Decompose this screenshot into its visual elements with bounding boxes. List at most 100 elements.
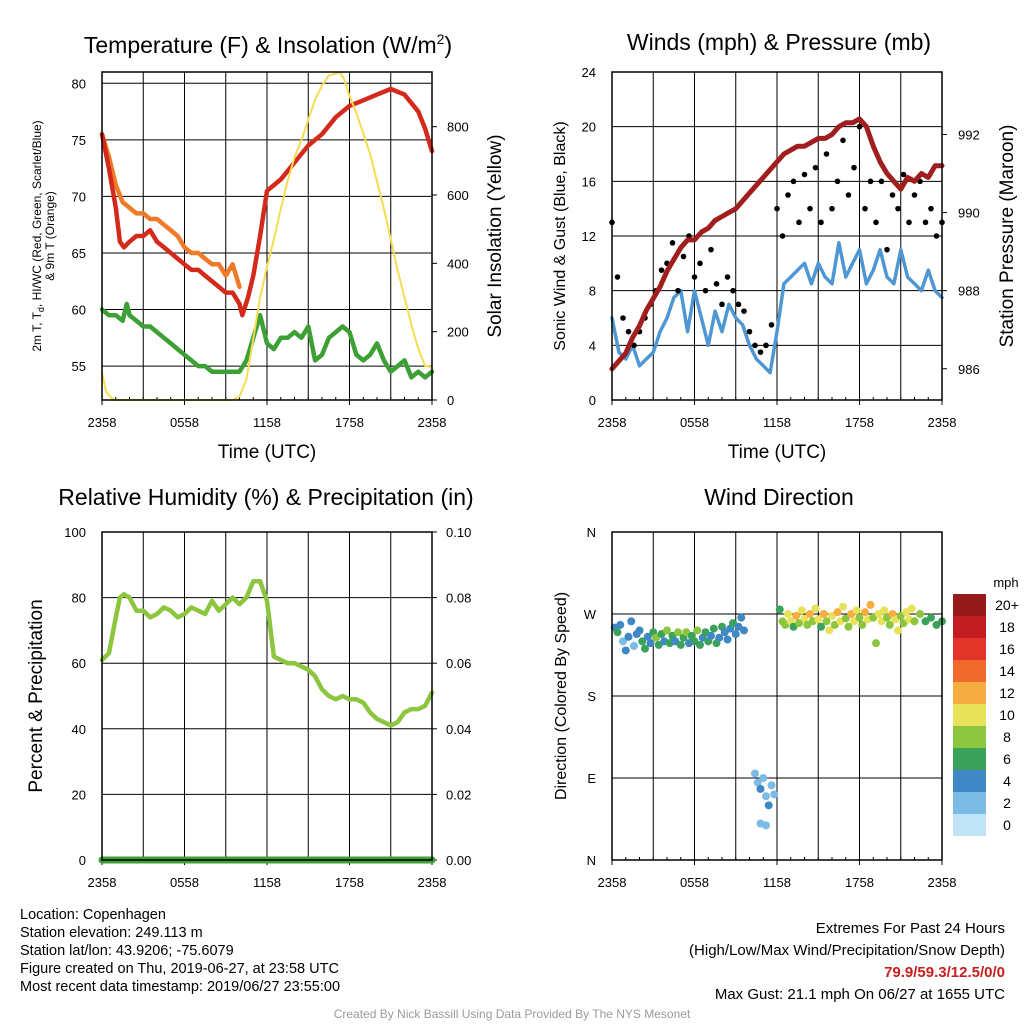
colorbar-label: 8 xyxy=(1003,729,1011,745)
direction-point xyxy=(927,613,935,622)
direction-point xyxy=(767,781,776,790)
y-axis-label: Percent & Precipitation xyxy=(26,599,47,792)
x-tick-label: 1158 xyxy=(253,875,281,890)
gust-point xyxy=(757,349,764,355)
plot-border xyxy=(611,71,943,401)
direction-point xyxy=(635,626,644,635)
credit-text: Created By Nick Bassill Using Data Provi… xyxy=(333,1007,691,1021)
gust-point xyxy=(614,274,621,280)
direction-point xyxy=(792,611,801,620)
direction-point xyxy=(723,635,732,644)
direction-point xyxy=(613,628,622,637)
y-tick-label: 4 xyxy=(589,338,596,353)
x-tick-label: 1758 xyxy=(335,415,364,430)
gust-point xyxy=(812,164,819,171)
y-tick-label: S xyxy=(587,689,596,704)
gust-point xyxy=(829,205,835,212)
gust-point xyxy=(669,240,676,246)
gust-point xyxy=(741,308,747,314)
series-line xyxy=(99,578,435,728)
colorbar-swatch xyxy=(953,594,986,616)
y2-tick-label: 992 xyxy=(958,127,980,142)
gust-point xyxy=(807,205,813,212)
direction-point xyxy=(731,630,740,639)
direction-point xyxy=(751,769,759,778)
direction-point xyxy=(806,610,814,618)
direction-point xyxy=(762,792,770,801)
direction-point xyxy=(740,626,748,635)
colorbar-swatch xyxy=(953,682,986,704)
direction-point xyxy=(800,614,809,623)
y-tick-label: 20 xyxy=(72,787,86,802)
x-tick-label: 1758 xyxy=(845,875,874,890)
y-tick-label: 16 xyxy=(582,174,596,189)
direction-point xyxy=(624,632,633,641)
humidity-precipitation-chart: 2358 0558 1158 1758 23580204060801000.000.02… xyxy=(26,484,474,890)
chart-title: Temperature (F) & Insolation (W/m2) xyxy=(84,31,452,58)
y-tick-label: W xyxy=(584,607,597,622)
y-tick-label: 20 xyxy=(582,120,596,135)
y2-tick-label: 400 xyxy=(447,256,469,271)
x-tick-label: 1158 xyxy=(253,415,281,430)
direction-point xyxy=(855,613,864,622)
colorbar-label: 2 xyxy=(1003,795,1011,811)
gust-point xyxy=(625,328,632,335)
direction-point xyxy=(696,640,704,649)
chart-title: Relative Humidity (%) & Precipitation (i… xyxy=(58,484,473,510)
direction-point xyxy=(858,620,867,629)
direction-point xyxy=(841,614,850,623)
y2-tick-label: 600 xyxy=(447,188,469,203)
y-tick-label: 60 xyxy=(72,656,86,671)
elevation-text: Station elevation: 249.113 m xyxy=(20,925,203,941)
colorbar-label: 20+ xyxy=(995,597,1019,613)
direction-point xyxy=(797,606,806,615)
gust-point xyxy=(752,342,758,349)
colorbar-label: 4 xyxy=(1003,773,1011,789)
gust-point xyxy=(763,342,769,349)
y-axis-label: Sonic Wind & Gust (Blue, Black) xyxy=(552,121,569,350)
y2-tick-label: 200 xyxy=(447,325,469,340)
x-tick-label: 1758 xyxy=(335,875,364,890)
direction-point xyxy=(866,600,875,609)
direction-point xyxy=(894,626,902,635)
gust-point xyxy=(785,192,791,198)
extremes-info: Extremes For Past 24 Hours (High/Low/Max… xyxy=(689,918,1005,1006)
gust-point xyxy=(895,205,901,212)
colorbar-unit: mph xyxy=(993,575,1018,590)
gust-point xyxy=(889,192,896,198)
y2-tick-label: 800 xyxy=(447,120,469,135)
gust-point xyxy=(746,328,753,335)
gust-point xyxy=(834,178,841,185)
gust-point xyxy=(713,281,720,287)
direction-point xyxy=(775,605,784,614)
gust-point xyxy=(900,171,907,178)
gust-point xyxy=(840,137,846,144)
winds-pressure-chart: 2358 0558 1158 1758 235804812162024986988990… xyxy=(552,29,1018,463)
series-line xyxy=(99,131,242,290)
direction-point xyxy=(756,784,765,793)
y-tick-label: 75 xyxy=(72,133,86,148)
created-text: Figure created on Thu, 2019-06-27, at 23… xyxy=(20,961,339,977)
colorbar-swatch xyxy=(953,638,986,660)
direction-point xyxy=(885,620,894,629)
direction-point xyxy=(641,644,649,653)
gust-point xyxy=(845,192,852,198)
gust-point xyxy=(774,205,780,212)
latlon-text: Station lat/lon: 43.9206; -75.6079 xyxy=(20,943,234,959)
direction-point xyxy=(825,626,834,635)
gust-point xyxy=(719,301,725,308)
station-info: Location: Copenhagen Station elevation: … xyxy=(20,906,340,996)
chart-title-main: Temperature (F) & Insolation (W/m xyxy=(84,32,437,58)
y-axis-label-subscript: d xyxy=(36,307,46,312)
gust-point xyxy=(779,233,786,239)
gust-point xyxy=(730,287,736,294)
y-tick-label: 65 xyxy=(72,246,86,261)
direction-point xyxy=(833,608,842,617)
extremes-values: 79.9/59.3/12.5/0/0 xyxy=(884,964,1005,981)
gust-point xyxy=(790,178,797,185)
y-tick-label: 24 xyxy=(582,65,596,80)
chart-title-superscript: 2 xyxy=(437,31,445,47)
extremes-subtitle: (High/Low/Max Wind/Precipitation/Snow De… xyxy=(689,942,1005,959)
y2-tick-label: 0.10 xyxy=(446,525,471,540)
